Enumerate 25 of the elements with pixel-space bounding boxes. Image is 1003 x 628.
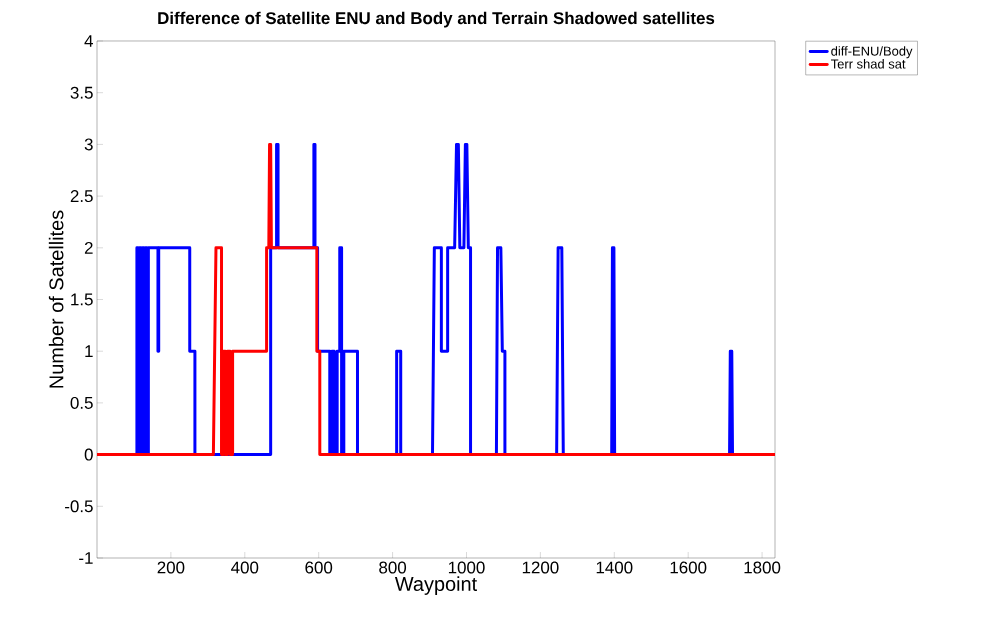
y-tick-label: 0.5 (70, 396, 93, 409)
x-tick-label: 1600 (670, 561, 707, 574)
y-tick-label: 3.5 (70, 86, 93, 99)
legend-label: diff-ENU/Body (831, 46, 913, 59)
y-tick-label: -0.5 (65, 500, 93, 513)
y-tick-label: 1 (85, 345, 93, 358)
x-tick-label: 800 (379, 561, 407, 574)
y-tick-label: -1 (79, 552, 93, 564)
y-tick-label: 2.5 (70, 190, 93, 203)
x-tick-label: 1200 (522, 561, 559, 574)
x-tick-label: 1000 (448, 561, 485, 574)
legend-label: Terr shad sat (830, 59, 906, 69)
x-tick-label: 1400 (596, 561, 633, 574)
x-tick-label: 200 (157, 561, 185, 574)
y-tick-label: 4 (84, 35, 93, 47)
x-tick-label: 400 (231, 561, 259, 574)
x-axis-title: Waypoint (394, 576, 478, 595)
y-tick-label: 2 (84, 241, 93, 254)
y-axis-title: Number of Satellites (48, 210, 64, 388)
x-tick-label: 600 (305, 561, 333, 574)
x-tick-label: 1800 (744, 561, 781, 574)
y-tick-label: 1.5 (71, 293, 93, 306)
y-tick-label: 3 (84, 138, 93, 151)
chart-title: Difference of Satellite ENU and Body and Terrain Shadowed satellites (158, 11, 715, 28)
y-tick-label: 0 (84, 448, 93, 461)
